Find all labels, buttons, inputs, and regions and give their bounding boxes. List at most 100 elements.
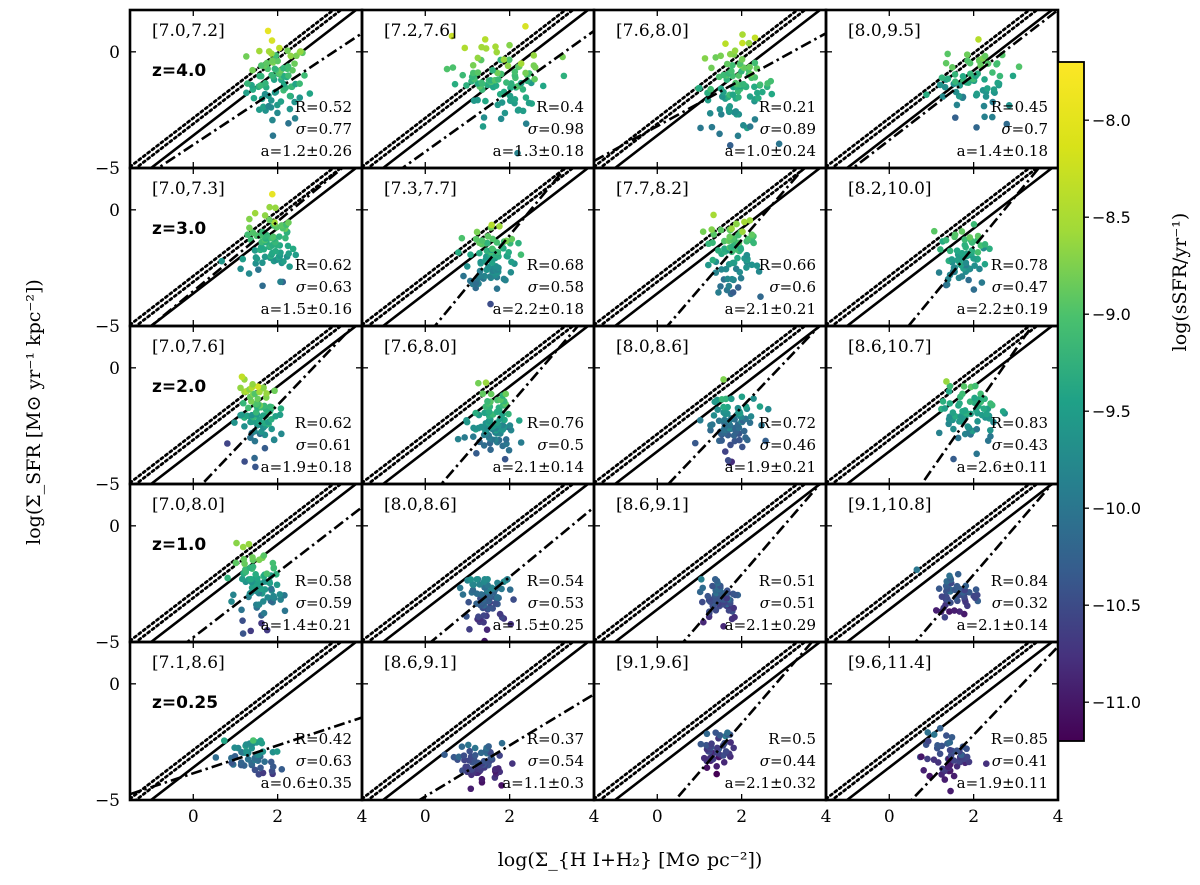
data-point <box>259 598 267 605</box>
fit-line <box>200 326 355 484</box>
data-point <box>924 729 932 736</box>
data-point <box>947 787 954 795</box>
reference-line-dotted-1 <box>133 168 344 326</box>
data-point <box>976 265 983 273</box>
data-point <box>467 785 475 793</box>
data-point <box>746 123 754 130</box>
data-point <box>284 242 292 250</box>
data-point <box>738 393 746 401</box>
data-point <box>230 591 237 599</box>
data-point <box>936 725 944 732</box>
data-point <box>1003 120 1011 128</box>
data-point <box>973 450 980 458</box>
data-point <box>260 552 268 559</box>
correlation-label: R=0.58 <box>295 572 352 590</box>
panel-r1-c3: [8.2,10.0] R=0.78 σ=0.47 a=2.2±0.19 <box>824 166 1060 328</box>
panel-content <box>594 10 826 168</box>
fit-line <box>185 506 362 642</box>
data-point <box>980 405 988 412</box>
panel-r1-c1: [7.3,7.7] R=0.68 σ=0.58 a=2.2±0.18 <box>360 166 596 328</box>
reference-line-dotted-2 <box>130 484 336 642</box>
panel-content <box>362 642 594 800</box>
data-point <box>971 382 979 390</box>
panel-r3-c2: [8.6,9.1] R=0.51 σ=0.51 a=2.1±0.29 <box>592 482 828 644</box>
data-point <box>966 398 974 405</box>
correlation-label: R=0.62 <box>295 414 352 432</box>
data-point <box>714 406 722 413</box>
data-point <box>273 581 281 589</box>
data-point <box>238 373 246 381</box>
panel-r2-c0: [7.0,7.6] z=2.0 R=0.62 σ=0.61 a=1.9±0.18 0 −5 <box>95 324 364 495</box>
data-point <box>473 450 480 457</box>
data-point <box>959 72 967 80</box>
data-point <box>717 52 725 60</box>
data-point <box>487 300 494 308</box>
data-point <box>736 436 743 444</box>
data-point <box>281 607 289 615</box>
data-point <box>709 582 716 590</box>
data-point <box>503 79 510 86</box>
data-point <box>471 751 479 759</box>
y-tick-label: −5 <box>95 475 120 495</box>
data-point <box>285 72 292 79</box>
data-point <box>954 570 962 578</box>
data-point <box>246 215 253 223</box>
data-point <box>942 236 950 244</box>
data-point <box>239 630 247 637</box>
mass-range-label: [8.6,9.1] <box>384 653 457 673</box>
sigma-value: =0.98 <box>538 120 584 138</box>
fit-line <box>850 10 1058 168</box>
colorbar-label: log(sSFR/yr⁻¹) <box>1169 213 1191 352</box>
data-point <box>479 123 487 130</box>
data-point <box>946 247 954 255</box>
x-tick-label: 4 <box>1053 807 1064 827</box>
data-point <box>958 273 966 280</box>
data-point <box>485 743 492 750</box>
mass-range-label: [8.2,10.0] <box>848 179 932 199</box>
data-point <box>270 436 278 444</box>
data-point <box>700 754 708 762</box>
data-point <box>454 435 462 443</box>
panel-content <box>130 326 359 484</box>
data-point <box>301 72 308 79</box>
data-point <box>974 249 982 256</box>
y-tick-label: 0 <box>109 675 120 695</box>
sigma-label: σ=0.63 <box>296 752 352 770</box>
data-point <box>959 390 966 398</box>
data-point <box>451 80 459 88</box>
data-point <box>744 235 752 243</box>
data-point <box>461 434 468 441</box>
data-point <box>768 90 776 98</box>
sigma-value: =0.61 <box>306 436 352 454</box>
data-point <box>506 586 514 593</box>
colorbar-tick-label: −9.5 <box>1092 402 1131 421</box>
data-point <box>942 59 950 67</box>
data-point <box>212 754 220 761</box>
data-point <box>249 66 256 74</box>
data-point <box>950 425 957 433</box>
correlation-label: R=0.21 <box>759 98 816 116</box>
data-point <box>750 395 757 402</box>
sigma-symbol: σ <box>760 120 771 138</box>
sigma-label: σ=0.41 <box>992 752 1048 770</box>
data-point <box>934 742 941 749</box>
data-point <box>980 102 988 110</box>
data-point <box>755 94 762 102</box>
panel-content <box>130 168 359 326</box>
data-point <box>239 617 246 624</box>
colorbar-tick-label: −9.0 <box>1092 305 1131 324</box>
data-point <box>237 265 244 273</box>
data-point <box>740 122 747 129</box>
data-point <box>721 448 729 455</box>
slope-label: a=1.9±0.11 <box>957 774 1048 792</box>
data-point <box>474 54 482 62</box>
data-point <box>740 80 747 88</box>
data-point <box>697 124 704 132</box>
reference-line-dotted-2 <box>362 168 568 326</box>
reference-line-dotted-1 <box>597 484 808 642</box>
data-point <box>953 101 961 109</box>
sigma-symbol: σ <box>528 594 539 612</box>
data-point <box>950 455 957 463</box>
data-point <box>264 594 271 601</box>
data-point <box>726 50 734 58</box>
